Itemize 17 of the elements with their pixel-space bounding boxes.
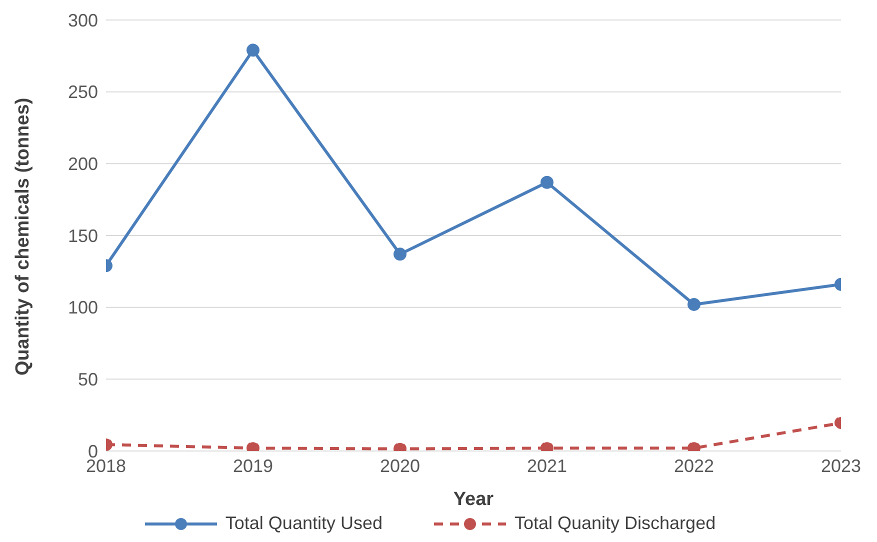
x-axis-title: Year bbox=[453, 489, 494, 510]
y-axis-title: Quantity of chemicals (tonnes) bbox=[12, 98, 34, 376]
x-tick-label: 2022 bbox=[674, 456, 714, 476]
y-tick-label: 100 bbox=[68, 298, 98, 318]
y-tick-label: 300 bbox=[68, 10, 98, 30]
y-tick-label: 50 bbox=[78, 370, 98, 390]
x-tick-label: 2020 bbox=[380, 456, 420, 476]
x-tick-label: 2021 bbox=[526, 456, 568, 476]
x-tick-label: 2023 bbox=[820, 456, 862, 476]
y-tick-label: 150 bbox=[68, 226, 98, 246]
y-tick-label: 200 bbox=[68, 154, 98, 174]
y-tick-label: 250 bbox=[68, 82, 98, 102]
point bbox=[394, 248, 406, 261]
legend-label: Total Quantity Used bbox=[225, 513, 382, 534]
legend-label: Total Quanity Discharged bbox=[514, 513, 716, 534]
point bbox=[540, 176, 554, 189]
x-tick-label: 2019 bbox=[232, 456, 274, 476]
